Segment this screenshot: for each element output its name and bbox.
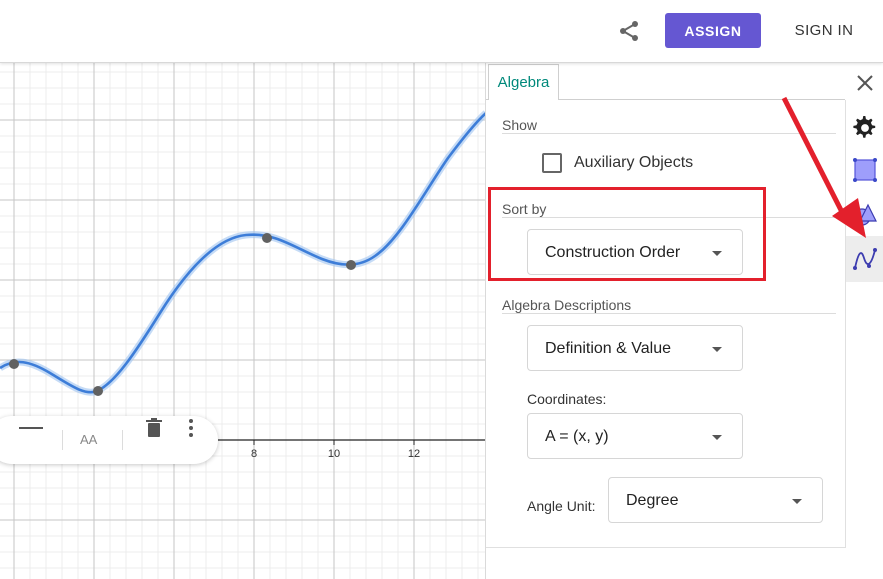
separator <box>122 430 123 450</box>
top-bar: ASSIGN SIGN IN <box>0 0 883 63</box>
point[interactable] <box>9 359 19 369</box>
divider <box>502 217 836 218</box>
x-tick-marks <box>253 440 415 445</box>
function-curve-highlight <box>0 110 486 396</box>
point[interactable] <box>93 386 103 396</box>
tab-algebra[interactable]: Algebra <box>488 64 559 100</box>
chevron-down-icon <box>792 499 802 504</box>
sign-in-button[interactable]: SIGN IN <box>785 13 863 48</box>
algebra-descriptions-dropdown[interactable]: Definition & Value <box>527 325 743 371</box>
graphics-style-icon[interactable] <box>852 157 878 183</box>
share-icon[interactable] <box>617 19 641 43</box>
x-tick-label: 10 <box>328 448 340 460</box>
text-size-icon[interactable]: AA <box>80 432 98 447</box>
line-style-icon[interactable] <box>18 416 44 440</box>
minor-grid <box>0 63 486 579</box>
coordinates-dropdown[interactable]: A = (x, y) <box>527 413 743 459</box>
style-bar: AA <box>0 416 218 464</box>
chevron-down-icon <box>712 435 722 440</box>
close-icon[interactable] <box>854 72 876 94</box>
auxiliary-objects-checkbox[interactable] <box>542 153 562 173</box>
sort-by-value: Construction Order <box>545 244 681 261</box>
section-title-show: Show <box>502 117 538 133</box>
delete-icon[interactable] <box>142 416 166 440</box>
coordinates-label: Coordinates: <box>527 391 607 407</box>
algebra-descriptions-value: Definition & Value <box>545 340 671 357</box>
chevron-down-icon <box>712 347 722 352</box>
angle-unit-label: Angle Unit: <box>527 498 596 514</box>
angle-unit-value: Degree <box>626 492 679 509</box>
separator <box>62 430 63 450</box>
section-title-sort-by: Sort by <box>502 201 547 217</box>
assign-button[interactable]: ASSIGN <box>665 13 761 48</box>
angle-unit-dropdown[interactable]: Degree <box>608 477 823 523</box>
divider <box>502 313 836 314</box>
tab-underline <box>486 99 845 100</box>
shapes-icon[interactable] <box>852 201 878 227</box>
divider <box>502 133 836 134</box>
coordinates-value: A = (x, y) <box>545 428 609 445</box>
algebra-properties: Show Auxiliary Objects Sort by Construct… <box>486 100 846 548</box>
x-tick-label: 8 <box>251 448 257 460</box>
gear-icon[interactable] <box>852 115 878 141</box>
sort-by-dropdown[interactable]: Construction Order <box>527 229 743 275</box>
chevron-down-icon <box>712 251 722 256</box>
auxiliary-objects-label: Auxiliary Objects <box>574 154 694 171</box>
function-curve[interactable] <box>0 112 486 394</box>
section-title-algebra-descriptions: Algebra Descriptions <box>502 297 632 313</box>
major-grid <box>0 63 486 579</box>
graphics-view[interactable]: 8 10 12 AA <box>0 63 486 579</box>
graph-canvas[interactable]: 8 10 12 <box>0 63 486 579</box>
x-tick-label: 12 <box>408 448 420 460</box>
algebra-curve-icon[interactable] <box>852 246 878 272</box>
point[interactable] <box>346 260 356 270</box>
more-options-icon[interactable] <box>184 416 198 440</box>
point[interactable] <box>262 233 272 243</box>
